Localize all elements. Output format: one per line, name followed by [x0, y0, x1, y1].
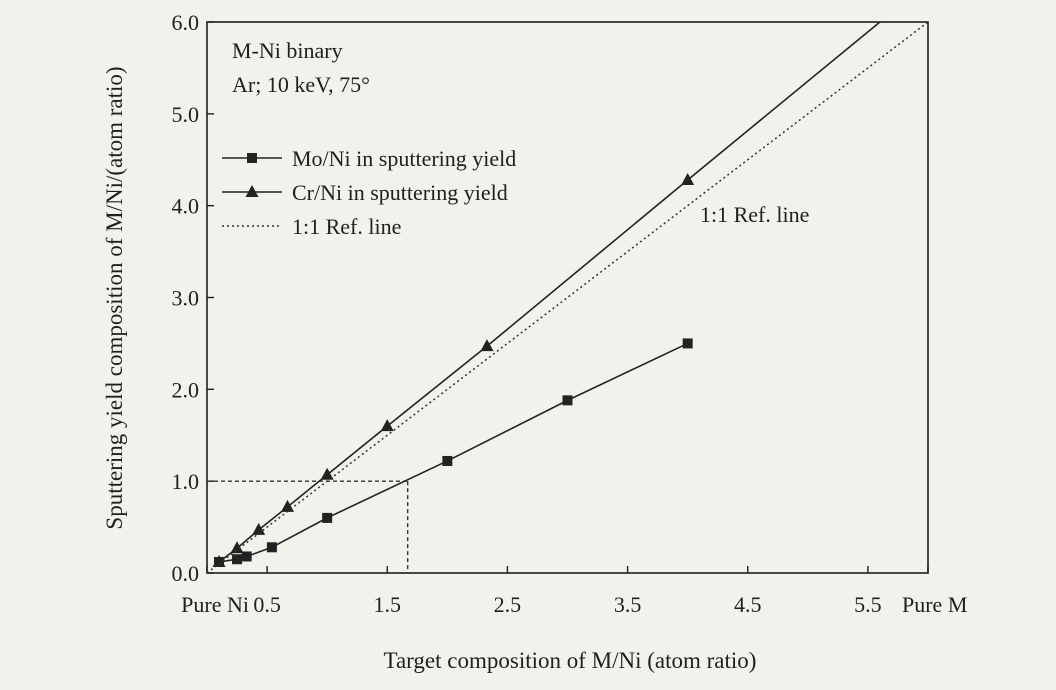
series-line	[218, 21, 881, 563]
y-tick-label: 2.0	[172, 377, 200, 402]
x-tick-label: 0.5	[253, 592, 281, 617]
y-tick-label: 4.0	[172, 194, 200, 219]
tick-group: Pure Ni 0.5 1.5 2.5 3.5 4.5 5.5 Pure M 0.0 1.0 2.0…	[172, 10, 968, 617]
y-tick-label: 5.0	[172, 102, 200, 127]
x-tick-label: 3.5	[614, 592, 642, 617]
x-tick-label: Pure Ni	[181, 592, 249, 617]
data-point	[232, 554, 243, 565]
x-tick-label: Pure M	[902, 592, 967, 617]
data-point	[681, 172, 695, 185]
y-tick-label: 6.0	[172, 10, 200, 35]
y-tick-label: 3.0	[172, 286, 200, 311]
x-tick-label: 1.5	[374, 592, 402, 617]
legend: Mo/Ni in sputtering yield Cr/Ni in sputte…	[222, 146, 516, 239]
data-point	[230, 541, 244, 554]
legend-label: Cr/Ni in sputtering yield	[292, 180, 508, 205]
data-point	[380, 419, 394, 432]
series-group	[206, 21, 929, 574]
data-point	[322, 512, 333, 523]
data-point	[266, 542, 277, 553]
legend-label: 1:1 Ref. line	[292, 214, 401, 239]
x-tick-label: 5.5	[854, 592, 882, 617]
y-tick-label: 1.0	[172, 469, 200, 494]
annotation-ref-line: 1:1 Ref. line	[700, 202, 809, 227]
x-tick-label: 4.5	[734, 592, 762, 617]
data-point	[320, 467, 334, 480]
y-tick-label: 0.0	[172, 561, 200, 586]
series-line	[218, 342, 689, 563]
y-axis-label: Sputtering yield composition of M/Ni/(at…	[102, 66, 127, 529]
data-point	[442, 455, 453, 466]
data-point	[212, 554, 226, 567]
annotation-system: M-Ni binary	[232, 38, 343, 63]
data-point	[682, 338, 693, 349]
legend-marker	[247, 153, 257, 163]
x-tick-label: 2.5	[494, 592, 522, 617]
annotation-conditions: Ar; 10 keV, 75°	[232, 72, 370, 97]
series-line	[206, 21, 929, 574]
data-point	[241, 551, 252, 562]
legend-marker	[245, 185, 259, 197]
legend-label: Mo/Ni in sputtering yield	[292, 146, 516, 171]
guide-lines	[207, 480, 409, 573]
data-point	[281, 499, 295, 512]
data-point	[562, 395, 573, 406]
data-point	[480, 339, 494, 352]
data-point	[252, 522, 266, 535]
x-axis-label: Target composition of M/Ni (atom ratio)	[384, 648, 757, 673]
